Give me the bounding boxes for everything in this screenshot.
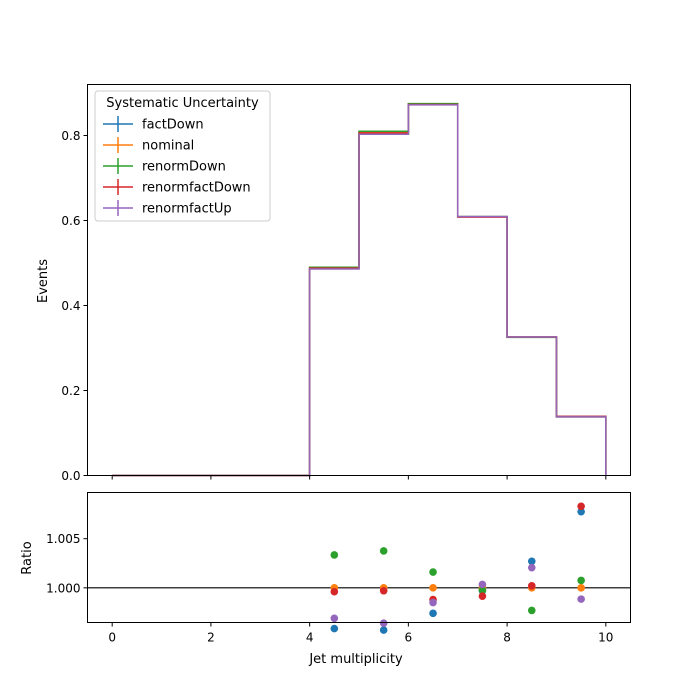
ratio-y-ticks: 1.000 1.005 [46, 532, 88, 595]
x-tick-label: 10 [598, 631, 613, 645]
x-tick-label: 4 [306, 631, 314, 645]
ratio-plot-panel: 1.000 1.005 0 2 4 6 8 10 Ratio Jet multiplicit… [20, 492, 631, 667]
ratio-point-renormDown [478, 586, 487, 595]
ratio-point-factDown [429, 609, 437, 618]
ratio-point-renormDown [330, 551, 339, 559]
legend-label: renormDown [142, 160, 226, 175]
ratio-plot-area [87, 492, 631, 623]
main-y-axis-label: Events [36, 259, 51, 303]
ratio-point-renormDown [577, 576, 585, 585]
legend-label: factDown [142, 118, 204, 133]
ratio-point-renormDown [527, 606, 536, 615]
legend-label: renormfactUp [142, 202, 232, 217]
main-y-tick-label: 0.2 [61, 384, 80, 398]
x-tick-label: 8 [503, 631, 511, 645]
ratio-point-nominal [577, 584, 585, 592]
x-axis-label: Jet multiplicity [308, 652, 403, 667]
legend-label: nominal [142, 139, 194, 154]
ratio-point-renormDown [379, 547, 388, 555]
ratio-point-renormfactUp [330, 614, 339, 623]
legend-title: Systematic Uncertainty [106, 96, 259, 111]
ratio-points [330, 502, 585, 634]
legend-label: renormfactDown [142, 181, 251, 196]
ratio-point-renormfactDown [577, 502, 585, 511]
ratio-point-nominal [429, 584, 437, 592]
ratio-point-renormfactDown [527, 582, 536, 590]
ratio-point-renormfactUp [527, 563, 536, 572]
main-plot-frame [87, 84, 631, 476]
ratio-point-factDown [527, 557, 536, 566]
main-y-tick-label: 0.0 [61, 469, 80, 483]
ratio-point-factDown [379, 626, 388, 634]
legend-entry-nominal: nominal [103, 137, 194, 154]
legend-entry-renormfactDown: renormfactDown [103, 179, 251, 196]
ratio-point-renormfactUp [478, 580, 487, 589]
legend-entry-renormDown: renormDown [103, 158, 226, 175]
main-y-ticks: 0.0 0.2 0.4 0.6 0.8 [61, 129, 88, 483]
ratio-point-renormfactDown [478, 592, 487, 600]
legend-entry-factDown: factDown [103, 116, 204, 133]
ratio-plot-frame [87, 492, 631, 623]
ratio-y-axis-label: Ratio [20, 541, 35, 574]
ratio-point-renormfactDown [379, 586, 388, 595]
ratio-point-factDown [577, 507, 585, 516]
ratio-point-renormfactDown [330, 587, 339, 596]
legend-entries: factDown nominal renormDown renormfactDown r… [103, 116, 251, 217]
ratio-point-renormDown [429, 568, 437, 576]
legend: Systematic Uncertainty factDown nominal re… [94, 90, 271, 222]
ratio-point-factDown [330, 624, 339, 633]
ratio-y-tick-label: 1.000 [46, 581, 80, 595]
main-x-ticks [111, 475, 607, 480]
legend-entry-renormfactUp: renormfactUp [103, 200, 232, 217]
ratio-point-renormfactUp [379, 619, 388, 627]
ratio-x-ticks: 0 2 4 6 8 10 [108, 622, 613, 645]
ratio-point-renormfactUp [577, 595, 585, 603]
x-tick-label: 0 [108, 631, 116, 645]
x-tick-label: 6 [405, 631, 413, 645]
ratio-y-tick-label: 1.005 [46, 532, 80, 546]
legend-box [94, 90, 271, 222]
main-y-tick-label: 0.6 [61, 214, 80, 228]
main-y-tick-label: 0.4 [61, 299, 80, 313]
ratio-point-renormfactUp [429, 598, 437, 607]
x-tick-label: 2 [207, 631, 215, 645]
main-y-tick-label: 0.8 [61, 129, 80, 143]
